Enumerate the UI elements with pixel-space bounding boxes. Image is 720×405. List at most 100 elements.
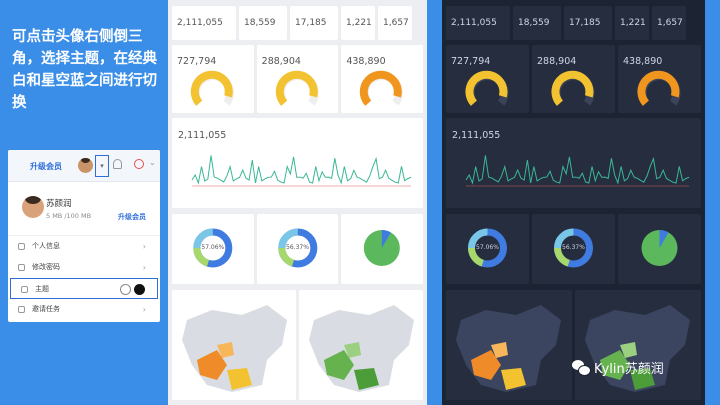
kpi-card: 1,657 [378,6,412,40]
donut-segment [193,247,210,267]
person-icon [18,243,25,250]
gauge-card: 438,890 [341,45,423,113]
donut-segment [468,228,488,249]
pie-slice [659,230,669,248]
map-region [471,350,501,380]
kpi-value: 18,559 [518,18,550,28]
map-region [227,368,252,390]
donut-card: 57.06% [446,214,529,284]
kpi-card: 17,185 [290,6,338,40]
donut-percent: 56.37% [562,244,585,251]
map-card [172,290,296,400]
chevron-down-icon[interactable]: ⌄ [149,158,156,167]
map-region [491,342,508,358]
donut-card: 56.37% [256,214,339,284]
caret-down-icon[interactable]: ▾ [95,155,109,177]
map-region [620,342,637,358]
donut-segment [277,228,298,249]
map-card [575,290,701,400]
theme-white-swatch[interactable] [120,284,131,295]
china-map [456,305,561,392]
kpi-value: 1,221 [346,18,372,28]
storage-quota: 5 MB /100 MB [46,212,92,220]
pie-main [364,230,401,266]
trend-line [465,155,690,185]
kpi-value: 1,221 [620,18,646,28]
upgrade-link-top[interactable]: 升级会员 [30,162,62,171]
map-region [600,350,630,380]
avatar[interactable] [78,158,93,173]
gauge-card: 727,794 [172,45,254,113]
kpi-card: 1,221 [615,6,649,40]
gauge-fill [360,70,403,106]
chevron-right-icon: › [142,242,146,251]
china-map [182,305,287,392]
gauge-value: 438,890 [623,56,663,67]
kpi-card: 2,111,055 [172,6,236,40]
gauge-value: 288,904 [261,56,301,67]
trend-value: 2,111,055 [452,130,501,141]
gauge-chart [465,70,509,106]
kpi-card: 2,111,055 [446,6,510,40]
menu-item-label: 个人信息 [32,242,60,250]
kpi-value: 18,559 [244,18,276,28]
menu-item-label: 邀请任务 [32,305,60,313]
trend-card: 2,111,055 [172,118,423,208]
upgrade-button[interactable]: 升级会员 [118,213,146,221]
donut-chart [277,228,317,268]
gauge-value: 438,890 [346,56,386,67]
kpi-value: 1,657 [657,18,683,28]
gauge-chart [551,70,595,106]
trend-value: 2,111,055 [178,130,227,141]
map-card [299,290,423,400]
gauge-chart [360,70,404,106]
kpi-value: 1,657 [383,18,409,28]
gauge-chart [637,70,681,106]
gauge-card: 727,794 [446,45,529,113]
donut-chart [193,228,233,268]
donut-chart [468,228,507,268]
menu-item-invite[interactable]: 邀请任务 › [8,299,160,320]
chevron-right-icon: › [142,305,146,314]
profile-avatar [22,196,44,218]
menu-item-profile[interactable]: 个人信息 › [8,236,160,257]
trend-card: 2,111,055 [446,118,701,208]
donut-chart [641,230,678,266]
donut-chart [554,228,593,268]
china-map [309,305,414,392]
donut-card: 56.37% [532,214,615,284]
map-region [630,368,655,390]
china-map [585,305,690,392]
theme-dark-swatch[interactable] [134,284,145,295]
menu-item-password[interactable]: 修改密码 › [8,257,160,278]
menu-item-theme[interactable]: 主题 [10,278,158,299]
donut-card [341,214,423,284]
map-region [324,350,354,380]
share-icon [18,306,25,313]
gauge-fill [465,70,508,106]
gauge-fill [275,70,318,106]
kpi-card: 17,185 [564,6,612,40]
donut-percent: 57.06% [476,244,499,251]
donut-card [618,214,701,284]
kpi-card: 18,559 [513,6,561,40]
gauge-value: 288,904 [537,56,577,67]
lock-icon [18,264,25,271]
trend-line-chart [465,155,690,187]
trend-line [191,155,412,185]
chevron-right-icon: › [142,263,146,272]
gauge-value: 727,794 [451,56,491,67]
gauge-card: 288,904 [532,45,615,113]
watermark: Kylin苏颜润 [572,358,664,377]
kpi-value: 2,111,055 [177,18,223,28]
gauge-card: 438,890 [618,45,701,113]
donut-segment [277,247,295,267]
record-icon[interactable] [134,159,144,169]
map-region [354,368,379,390]
watermark-text: Kylin苏颜润 [594,362,664,377]
wechat-icon [572,360,591,376]
gauge-chart [190,70,234,106]
donut-segment [554,228,574,249]
kpi-card: 18,559 [239,6,287,40]
bell-icon[interactable] [113,159,122,169]
